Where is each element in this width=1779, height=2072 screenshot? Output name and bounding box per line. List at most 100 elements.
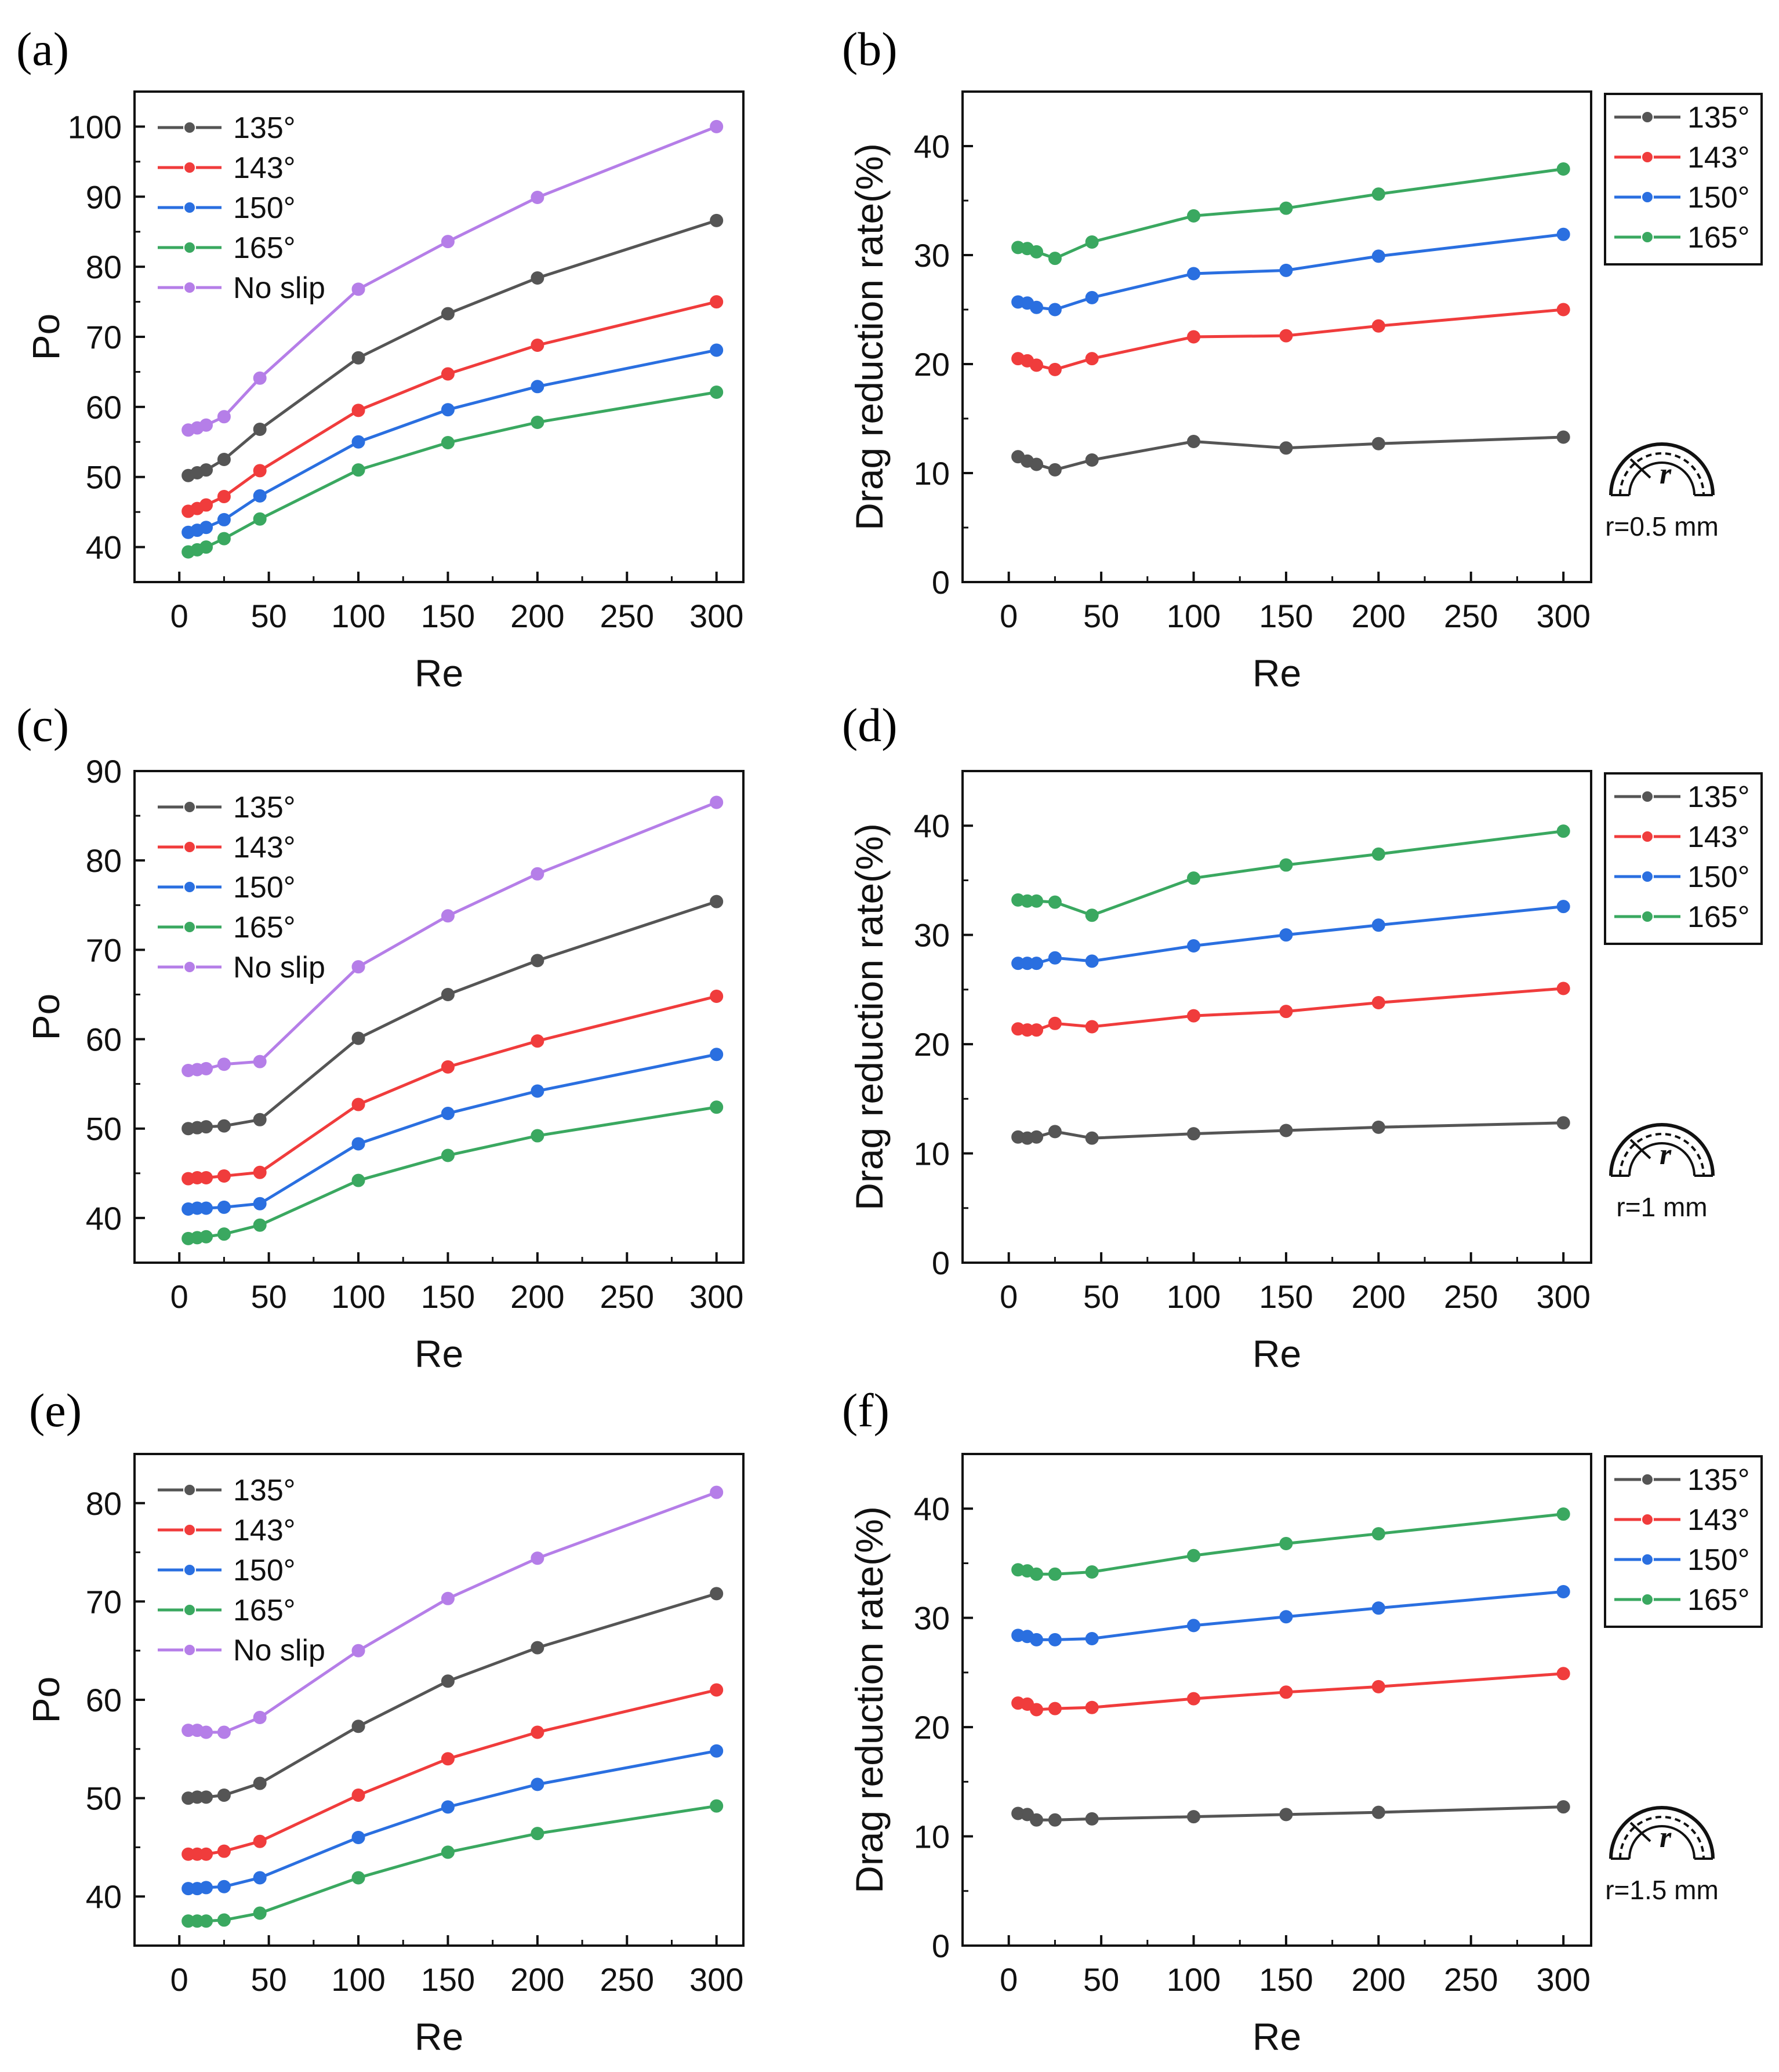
panel-label: (a) [16, 23, 69, 75]
x-tick-label: 0 [1000, 1278, 1018, 1315]
data-point-outline [1048, 1567, 1062, 1581]
data-point-outline [253, 512, 267, 526]
data-point-outline [217, 1057, 231, 1071]
data-point-outline [351, 1097, 365, 1111]
data-point-outline [253, 423, 267, 437]
x-axis-title: Re [1252, 1332, 1301, 1375]
data-point-outline [1187, 1810, 1201, 1824]
y-tick-label: 10 [914, 1819, 950, 1855]
data-point-outline [253, 1711, 267, 1725]
data-point-outline [710, 1799, 724, 1813]
y-tick-label: 80 [86, 249, 122, 285]
data-point-outline [531, 380, 544, 394]
data-point-outline [1279, 1005, 1293, 1019]
data-point-outline [1085, 1700, 1099, 1714]
data-point-outline [1048, 1813, 1062, 1827]
legend-marker [183, 1604, 196, 1616]
series-165 [1011, 824, 1570, 922]
data-point-outline [1187, 1009, 1201, 1023]
data-point-outline [253, 1906, 267, 1920]
x-tick-label: 100 [1167, 598, 1221, 634]
y-tick-label: 80 [86, 842, 122, 879]
legend-marker [183, 1644, 196, 1656]
y-tick-label: 60 [86, 1682, 122, 1718]
y-tick-label: 40 [86, 1878, 122, 1915]
series-143 [181, 295, 724, 518]
legend-label: 150° [1687, 181, 1750, 215]
data-point-outline [1030, 894, 1044, 908]
data-point-outline [253, 371, 267, 385]
data-point-outline [1030, 1567, 1044, 1581]
data-point-outline [1371, 1527, 1385, 1541]
data-point-outline [1279, 201, 1293, 215]
x-tick-label: 50 [1083, 1278, 1119, 1315]
plot-frame [961, 770, 1592, 1264]
data-point-outline [351, 1871, 365, 1885]
x-tick-label: 0 [170, 1961, 188, 1998]
x-tick-label: 300 [689, 598, 743, 634]
data-point-outline [531, 867, 544, 881]
data-point-outline [531, 1827, 544, 1841]
x-tick-label: 200 [510, 1961, 564, 1998]
data-point-outline [253, 1776, 267, 1790]
legend-marker [183, 281, 196, 294]
data-point-outline [441, 403, 455, 417]
y-tick-label: 0 [932, 564, 950, 601]
x-tick-label: 50 [250, 598, 286, 634]
data-point-outline [1371, 1120, 1385, 1134]
data-point-outline [710, 295, 724, 309]
data-point-outline [1279, 1808, 1293, 1822]
data-point-outline [217, 1200, 231, 1214]
data-point-outline [1085, 453, 1099, 467]
data-point-outline [1279, 263, 1293, 277]
data-point-outline [217, 532, 231, 546]
data-point-outline [1371, 319, 1385, 333]
data-point-outline [1556, 1800, 1570, 1814]
y-tick-label: 100 [68, 108, 122, 145]
legend-label: 135° [233, 1474, 296, 1507]
legend-marker [183, 1524, 196, 1536]
y-tick-label: 20 [914, 1026, 950, 1063]
legend-label: 135° [1687, 101, 1750, 135]
data-point-outline [710, 895, 724, 908]
data-point-outline [531, 339, 544, 352]
data-point-outline [1030, 245, 1044, 259]
legend-marker [183, 161, 196, 174]
radius-line [1629, 458, 1651, 479]
y-tick-label: 40 [914, 128, 950, 165]
x-tick-label: 200 [1352, 1961, 1406, 1998]
data-point-outline [351, 404, 365, 417]
series-135 [1011, 430, 1570, 477]
data-point-outline [199, 521, 213, 535]
data-point-outline [1556, 227, 1570, 241]
data-point-outline [199, 418, 213, 432]
x-tick-label: 100 [331, 1961, 385, 1998]
data-point-outline [531, 271, 544, 285]
data-point-outline [441, 367, 455, 381]
data-point-outline [217, 1880, 231, 1893]
data-point-outline [1371, 918, 1385, 932]
data-point-outline [1048, 895, 1062, 909]
x-axis-title: Re [1252, 2015, 1301, 2058]
x-tick-label: 200 [1352, 598, 1406, 634]
legend-label: 165° [1687, 1583, 1750, 1617]
y-tick-label: 40 [86, 1200, 122, 1237]
series-150 [1011, 900, 1570, 970]
plot-frame [133, 770, 745, 1264]
data-point-outline [199, 540, 213, 554]
series-165 [1011, 162, 1570, 266]
data-point-outline [1187, 871, 1201, 885]
x-tick-label: 300 [1536, 598, 1590, 634]
data-point-outline [199, 498, 213, 512]
data-point-outline [531, 190, 544, 204]
legend-label: 135° [1687, 1463, 1750, 1497]
x-tick-label: 200 [1352, 1278, 1406, 1315]
x-tick-label: 100 [1167, 1961, 1221, 1998]
x-tick-label: 300 [1536, 1278, 1590, 1315]
data-point-outline [531, 1641, 544, 1655]
legend-label: 150° [233, 191, 296, 225]
data-point-outline [531, 1034, 544, 1048]
y-axis-title: Drag reduction rate(%) [848, 1506, 891, 1893]
x-tick-label: 0 [1000, 598, 1018, 634]
x-tick-label: 200 [510, 1278, 564, 1315]
